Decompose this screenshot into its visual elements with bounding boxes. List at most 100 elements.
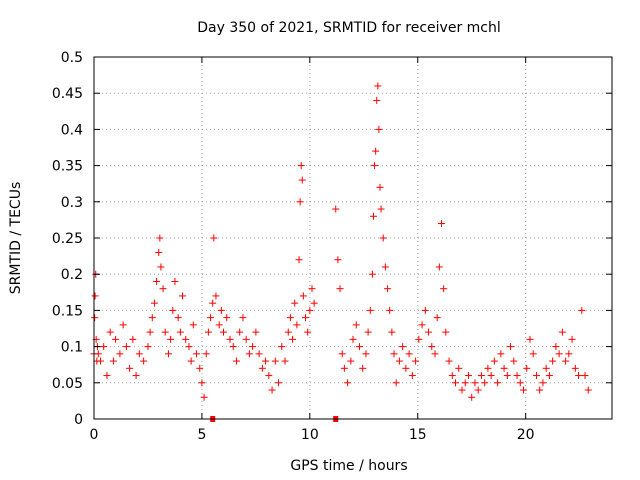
- data-point: [412, 357, 420, 365]
- data-point: [376, 183, 384, 191]
- data-point: [494, 379, 502, 387]
- data-point: [390, 350, 398, 358]
- data-point: [164, 350, 172, 358]
- data-point: [405, 350, 413, 358]
- y-tick-label: 0.4: [61, 122, 83, 138]
- data-point: [347, 357, 355, 365]
- data-point: [202, 350, 210, 358]
- data-point: [529, 350, 537, 358]
- data-point: [126, 364, 134, 372]
- data-point: [204, 328, 212, 336]
- data-point: [575, 372, 583, 380]
- data-point: [386, 306, 394, 314]
- data-point: [364, 328, 372, 336]
- data-point: [153, 277, 161, 285]
- data-point: [157, 263, 165, 271]
- data-point: [223, 314, 231, 322]
- data-point: [445, 357, 453, 365]
- data-point: [349, 335, 357, 343]
- x-tick-label: 10: [301, 427, 319, 443]
- data-point: [268, 386, 276, 394]
- data-point: [109, 357, 117, 365]
- data-point: [210, 234, 218, 242]
- data-point: [568, 335, 576, 343]
- data-point: [503, 372, 511, 380]
- data-point: [377, 205, 385, 213]
- data-point: [226, 335, 234, 343]
- data-point: [379, 234, 387, 242]
- data-point: [428, 343, 436, 351]
- data-point: [402, 364, 410, 372]
- data-point: [539, 379, 547, 387]
- data-point: [371, 162, 379, 170]
- data-point: [281, 357, 289, 365]
- data-point: [94, 350, 102, 358]
- data-point: [578, 306, 586, 314]
- data-point: [471, 379, 479, 387]
- data-point: [399, 343, 407, 351]
- data-point: [297, 162, 305, 170]
- data-point: [500, 364, 508, 372]
- y-tick-label: 0: [74, 412, 83, 428]
- data-point: [91, 292, 99, 300]
- data-point: [106, 328, 114, 336]
- y-tick-label: 0.3: [61, 195, 83, 211]
- data-point: [452, 379, 460, 387]
- data-point: [156, 234, 164, 242]
- data-point: [122, 343, 130, 351]
- data-point: [119, 321, 127, 329]
- data-point: [477, 372, 485, 380]
- data-point: [435, 263, 443, 271]
- y-tick-label: 0.45: [52, 86, 83, 102]
- data-point: [565, 350, 573, 358]
- data-point: [217, 306, 225, 314]
- data-point: [421, 306, 429, 314]
- data-point: [135, 350, 143, 358]
- data-point: [299, 292, 307, 300]
- data-point: [440, 285, 448, 293]
- data-point: [431, 350, 439, 358]
- data-point: [468, 393, 476, 401]
- x-tick-label: 0: [90, 427, 99, 443]
- data-point: [296, 198, 304, 206]
- data-point: [189, 321, 197, 329]
- data-point: [448, 372, 456, 380]
- grid: [94, 57, 612, 419]
- data-point: [352, 321, 360, 329]
- data-point: [344, 379, 352, 387]
- data-point: [291, 299, 299, 307]
- data-point: [497, 350, 505, 358]
- data-point: [338, 350, 346, 358]
- data-point: [295, 256, 303, 264]
- data-point: [392, 379, 400, 387]
- data-point: [395, 357, 403, 365]
- data-point: [100, 343, 108, 351]
- data-point: [236, 328, 244, 336]
- data-point: [581, 372, 589, 380]
- data-point: [545, 372, 553, 380]
- data-point: [289, 335, 297, 343]
- data-point: [458, 386, 466, 394]
- data-point: [370, 212, 378, 220]
- x-tick-label: 15: [409, 427, 427, 443]
- data-point: [355, 343, 363, 351]
- data-point: [193, 350, 201, 358]
- data-point: [293, 321, 301, 329]
- data-point: [255, 350, 263, 358]
- data-point: [425, 328, 433, 336]
- y-tick-label: 0.05: [52, 376, 83, 392]
- data-point: [368, 270, 376, 278]
- data-point: [332, 205, 340, 213]
- data-point: [169, 306, 177, 314]
- data-point: [374, 82, 382, 90]
- data-point: [159, 285, 167, 293]
- data-point: [302, 314, 310, 322]
- data-point: [200, 393, 208, 401]
- data-point: [182, 335, 190, 343]
- x-tick-label: 20: [517, 427, 535, 443]
- data-series: [90, 82, 592, 422]
- data-point: [526, 335, 534, 343]
- data-point: [373, 96, 381, 104]
- data-point: [366, 306, 374, 314]
